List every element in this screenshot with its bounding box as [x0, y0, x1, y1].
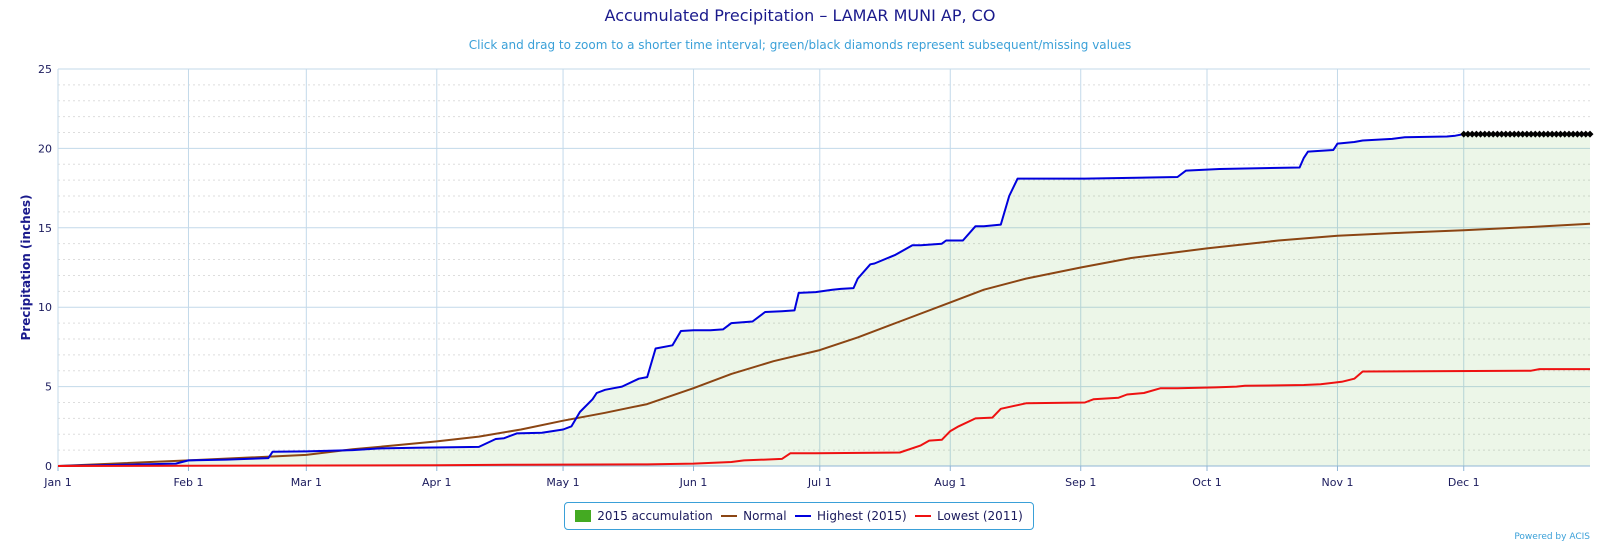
x-tick-label: Mar 1 [291, 476, 322, 489]
missing-value-diamond [1472, 130, 1480, 138]
chart-subtitle: Click and drag to zoom to a shorter time… [468, 38, 1132, 52]
missing-value-diamond [1468, 130, 1476, 138]
missing-value-diamond [1573, 130, 1581, 138]
y-tick-label: 0 [45, 460, 52, 473]
missing-value-diamond [1493, 130, 1501, 138]
legend-label-normal: Normal [743, 509, 787, 523]
series-lowest-2011 [57, 368, 1590, 467]
legend-label-highest: Highest (2015) [817, 509, 907, 523]
x-tick-label: Feb 1 [173, 476, 203, 489]
missing-value-diamond [1561, 130, 1569, 138]
legend-label-lowest: Lowest (2011) [937, 509, 1023, 523]
missing-value-diamond [1464, 130, 1472, 138]
missing-value-diamond [1544, 130, 1552, 138]
missing-value-diamond [1535, 130, 1543, 138]
missing-value-diamond [1481, 130, 1489, 138]
legend-swatch-highest [795, 515, 811, 517]
x-tick-label: Jun 1 [679, 476, 708, 489]
powered-by-link[interactable]: Powered by ACIS [1514, 532, 1590, 542]
legend-item-lowest[interactable]: Lowest (2011) [915, 509, 1023, 523]
precipitation-chart[interactable]: 0 5 10 15 20 25 Jan 1 Feb 1 Mar 1 Apr 1 May 1 Jun 1… [0, 0, 1600, 500]
missing-value-diamond [1514, 130, 1522, 138]
missing-value-diamond [1531, 130, 1539, 138]
legend-swatch-normal [721, 515, 738, 517]
x-tick-label: Nov 1 [1321, 476, 1353, 489]
missing-value-diamond [1586, 130, 1594, 138]
series-highest-2015 [57, 133, 1464, 467]
missing-value-diamond [1523, 130, 1531, 138]
missing-value-diamond [1498, 130, 1506, 138]
missing-value-diamond [1506, 130, 1514, 138]
y-tick-label: 20 [38, 142, 52, 155]
y-tick-label: 10 [38, 301, 52, 314]
x-tick-label: Jul 1 [807, 476, 832, 489]
legend-swatch-2015-accumulation [575, 510, 592, 522]
x-tick-label: Sep 1 [1065, 476, 1096, 489]
missing-value-diamond [1519, 130, 1527, 138]
area-2015-accumulation [58, 134, 1590, 466]
missing-value-diamond [1552, 130, 1560, 138]
legend-swatch-lowest [915, 515, 932, 517]
y-tick-label: 5 [45, 381, 52, 394]
x-tick-label: Aug 1 [934, 476, 966, 489]
missing-value-diamond [1548, 130, 1556, 138]
missing-value-diamond [1460, 130, 1468, 138]
series-normal [57, 222, 1591, 467]
x-tick-label: Jan 1 [43, 476, 71, 489]
missing-value-diamond [1502, 130, 1510, 138]
y-tick-label: 25 [38, 63, 52, 76]
x-tick-label: Apr 1 [422, 476, 452, 489]
missing-value-diamond [1565, 130, 1573, 138]
y-axis-label: Precipitation (inches) [19, 195, 33, 341]
legend-label-2015-accumulation: 2015 accumulation [597, 509, 713, 523]
chart-legend: 2015 accumulation Normal Highest (2015) … [564, 502, 1034, 530]
y-tick-label: 15 [38, 222, 52, 235]
missing-value-diamond [1510, 130, 1518, 138]
x-tick-label: Oct 1 [1192, 476, 1222, 489]
missing-value-diamond [1557, 130, 1565, 138]
missing-value-diamond [1569, 130, 1577, 138]
legend-item-highest[interactable]: Highest (2015) [795, 509, 907, 523]
missing-value-diamond [1578, 130, 1586, 138]
missing-value-diamond [1527, 130, 1535, 138]
missing-value-diamond [1477, 130, 1485, 138]
chart-title: Accumulated Precipitation – LAMAR MUNI A… [604, 6, 996, 25]
missing-value-diamond [1485, 130, 1493, 138]
legend-item-2015-accumulation[interactable]: 2015 accumulation [575, 509, 713, 523]
missing-value-diamond [1540, 130, 1548, 138]
legend-item-normal[interactable]: Normal [721, 509, 787, 523]
missing-value-diamond [1489, 130, 1497, 138]
x-tick-label: Dec 1 [1448, 476, 1480, 489]
x-tick-label: May 1 [546, 476, 579, 489]
missing-value-diamond [1582, 130, 1590, 138]
